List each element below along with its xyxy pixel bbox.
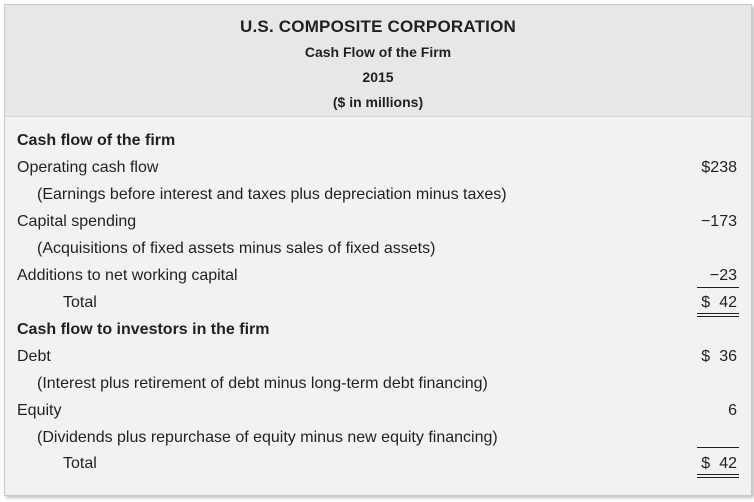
row-operating-note: (Earnings before interest and taxes plus…: [5, 181, 751, 208]
row-equity-note: (Dividends plus repurchase of equity min…: [5, 424, 751, 451]
equity-note: (Dividends plus repurchase of equity min…: [37, 429, 498, 446]
statement-units: ($ in millions): [332, 94, 424, 110]
equity-value: 6: [728, 402, 737, 419]
statement-body: Cash flow of the firm Operating cash flo…: [5, 116, 751, 495]
statement-title: Cash Flow of the Firm: [304, 44, 452, 60]
operating-cash-flow-value: $238: [701, 159, 737, 176]
row-net-working-capital: Additions to net working capital −23: [5, 262, 751, 289]
net-working-capital-label: Additions to net working capital: [17, 267, 238, 284]
row-operating-cash-flow: Operating cash flow $238: [5, 154, 751, 181]
cash-flow-statement: U.S. COMPOSITE CORPORATION Cash Flow of …: [4, 4, 752, 496]
section-heading-firm: Cash flow of the firm: [5, 127, 751, 154]
statement-year: 2015: [362, 69, 394, 85]
section-heading-label: Cash flow to investors in the firm: [17, 321, 270, 338]
firm-total-label: Total: [63, 294, 97, 311]
capital-spending-label: Capital spending: [17, 213, 137, 230]
net-working-capital-value: −23: [709, 267, 737, 284]
firm-total-amount: $42: [701, 289, 737, 316]
company-name: U.S. COMPOSITE CORPORATION: [240, 17, 516, 36]
firm-total-currency: $: [701, 294, 711, 311]
debt-amount: $36: [701, 343, 737, 370]
row-capital-note: (Acquisitions of fixed assets minus sale…: [5, 235, 751, 262]
investors-total-value: 42: [719, 455, 737, 472]
row-capital-spending: Capital spending −173: [5, 208, 751, 235]
operating-cash-flow-note: (Earnings before interest and taxes plus…: [37, 186, 507, 203]
debt-label: Debt: [17, 348, 51, 365]
total-double-rule: [697, 474, 739, 478]
firm-total-value: 42: [719, 294, 737, 311]
subtotal-rule: [697, 287, 739, 288]
row-equity: Equity 6: [5, 397, 751, 424]
row-debt-note: (Interest plus retirement of debt minus …: [5, 370, 751, 397]
investors-total-label: Total: [63, 455, 97, 472]
statement-header: U.S. COMPOSITE CORPORATION Cash Flow of …: [5, 5, 751, 116]
total-double-rule: [697, 313, 739, 317]
section-heading-label: Cash flow of the firm: [17, 132, 176, 149]
section-heading-investors: Cash flow to investors in the firm: [5, 316, 751, 343]
row-debt: Debt $36: [5, 343, 751, 370]
debt-currency: $: [701, 348, 711, 365]
debt-value: 36: [719, 348, 737, 365]
debt-note: (Interest plus retirement of debt minus …: [37, 375, 488, 392]
row-investors-total: Total $42: [5, 450, 751, 477]
capital-spending-note: (Acquisitions of fixed assets minus sale…: [37, 240, 436, 257]
row-firm-total: Total $42: [5, 289, 751, 316]
subtotal-rule: [697, 447, 739, 448]
investors-total-amount: $42: [701, 450, 737, 477]
operating-cash-flow-label: Operating cash flow: [17, 159, 159, 176]
investors-total-currency: $: [701, 455, 711, 472]
capital-spending-value: −173: [700, 213, 737, 230]
equity-label: Equity: [17, 402, 62, 419]
